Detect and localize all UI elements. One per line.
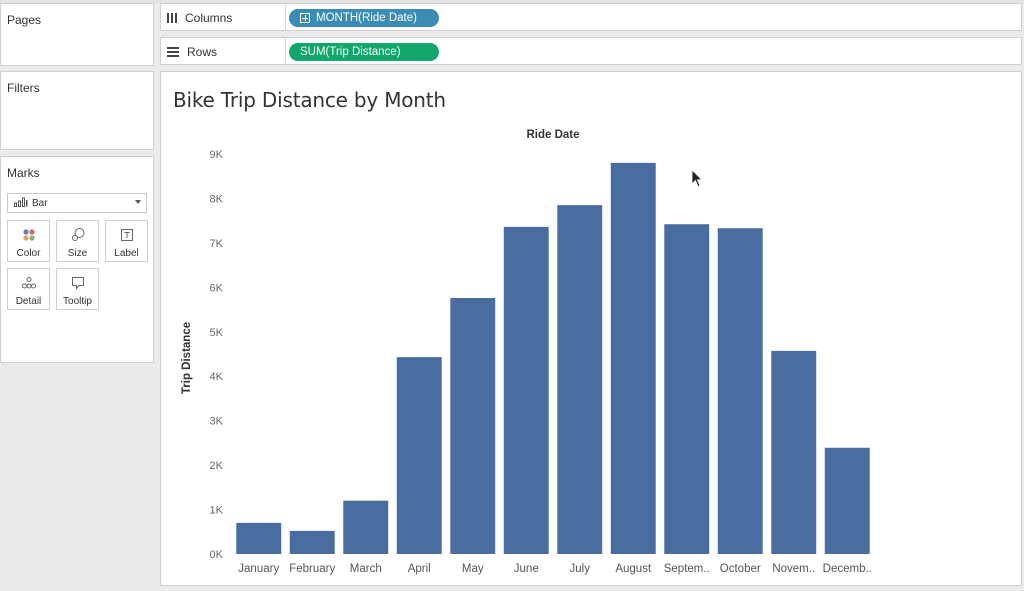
- columns-icon: [167, 13, 177, 23]
- y-tick-label: 3K: [210, 416, 224, 428]
- mark-type-label: Bar: [32, 197, 48, 209]
- y-tick-label: 8K: [210, 193, 224, 205]
- y-tick-label: 0K: [210, 549, 224, 561]
- top-strip: [0, 0, 1024, 4]
- rows-pill[interactable]: SUM(Trip Distance): [289, 43, 439, 61]
- marks-panel: Marks Bar Color: [0, 156, 154, 363]
- color-dots-icon: [8, 227, 49, 243]
- shelf-divider: [285, 38, 286, 64]
- x-tick-label: Novem..: [772, 563, 815, 575]
- bar-chart-icon: [14, 197, 28, 210]
- label-label: Label: [114, 248, 139, 259]
- x-tick-label: February: [289, 563, 335, 575]
- detail-button[interactable]: Detail: [7, 268, 50, 310]
- pages-title: Pages: [7, 13, 42, 27]
- color-label: Color: [16, 248, 41, 259]
- x-tick-label: April: [408, 563, 431, 575]
- bar[interactable]: [664, 224, 710, 554]
- x-tick-label: Septem..: [664, 563, 710, 575]
- bar[interactable]: [396, 357, 442, 554]
- x-tick-label: June: [514, 563, 539, 575]
- expand-plus-icon[interactable]: [300, 13, 310, 23]
- bar[interactable]: [824, 447, 870, 554]
- y-tick-label: 9K: [210, 149, 224, 161]
- y-tick-label: 1K: [210, 505, 224, 517]
- bar-chart[interactable]: Ride Date Trip Distance 0K 1K 2K 3K 4K 5K 6K 7K 8K…: [161, 72, 1021, 585]
- color-button[interactable]: Color: [7, 220, 50, 262]
- size-icon: [57, 227, 98, 243]
- detail-label: Detail: [15, 296, 42, 307]
- sheet-title: Bike Trip Distance by Month: [173, 88, 446, 112]
- size-label: Size: [67, 248, 88, 259]
- y-axis-title: Trip Distance: [181, 322, 193, 394]
- columns-pill-text: MONTH(Ride Date): [316, 12, 417, 24]
- rows-icon: [167, 47, 179, 57]
- x-tick-label: August: [615, 563, 652, 575]
- pages-panel[interactable]: Pages: [0, 3, 154, 66]
- detail-icon: [8, 275, 49, 291]
- x-tick-label: October: [720, 563, 761, 575]
- bar[interactable]: [771, 350, 817, 554]
- mark-type-dropdown[interactable]: Bar: [7, 193, 147, 213]
- columns-shelf-label: Columns: [167, 11, 232, 25]
- x-axis-title: Ride Date: [526, 129, 579, 141]
- x-tick-label: May: [462, 563, 484, 575]
- tooltip-label: Tooltip: [63, 296, 92, 307]
- columns-shelf[interactable]: Columns MONTH(Ride Date): [160, 3, 1022, 31]
- bar[interactable]: [343, 500, 389, 554]
- filters-panel[interactable]: Filters: [0, 71, 154, 150]
- bar[interactable]: [717, 228, 763, 554]
- rows-pill-text: SUM(Trip Distance): [300, 46, 401, 58]
- rows-shelf[interactable]: Rows SUM(Trip Distance): [160, 37, 1022, 65]
- rows-label-text: Rows: [187, 45, 218, 59]
- filters-title: Filters: [7, 81, 40, 95]
- bar[interactable]: [450, 298, 496, 554]
- y-tick-label: 6K: [210, 282, 224, 294]
- x-tick-label: July: [570, 563, 591, 575]
- shelf-divider: [285, 4, 286, 30]
- bar[interactable]: [610, 162, 656, 554]
- columns-label-text: Columns: [185, 11, 233, 25]
- tooltip-button[interactable]: Tooltip: [56, 268, 99, 310]
- view-area[interactable]: Ride Date Trip Distance 0K 1K 2K 3K 4K 5K 6K 7K 8K…: [160, 71, 1022, 586]
- x-tick-label: March: [350, 563, 382, 575]
- y-tick-label: 4K: [210, 371, 224, 383]
- mouse-pointer-icon: [691, 169, 703, 188]
- bar[interactable]: [503, 226, 549, 554]
- marks-title: Marks: [7, 166, 40, 180]
- y-tick-label: 5K: [210, 327, 224, 339]
- y-tick-label: 2K: [210, 460, 224, 472]
- label-button[interactable]: Label: [105, 220, 148, 262]
- size-button[interactable]: Size: [56, 220, 99, 262]
- bar[interactable]: [236, 522, 282, 554]
- tooltip-icon: [57, 275, 98, 291]
- label-icon: [106, 227, 147, 243]
- y-tick-label: 7K: [210, 238, 224, 250]
- rows-shelf-label: Rows: [167, 45, 217, 59]
- x-tick-label: January: [238, 563, 279, 575]
- bar[interactable]: [289, 530, 335, 554]
- chevron-down-icon[interactable]: [135, 200, 141, 204]
- x-tick-label: Decemb..: [823, 563, 872, 575]
- columns-pill[interactable]: MONTH(Ride Date): [289, 9, 439, 27]
- bar[interactable]: [557, 205, 603, 554]
